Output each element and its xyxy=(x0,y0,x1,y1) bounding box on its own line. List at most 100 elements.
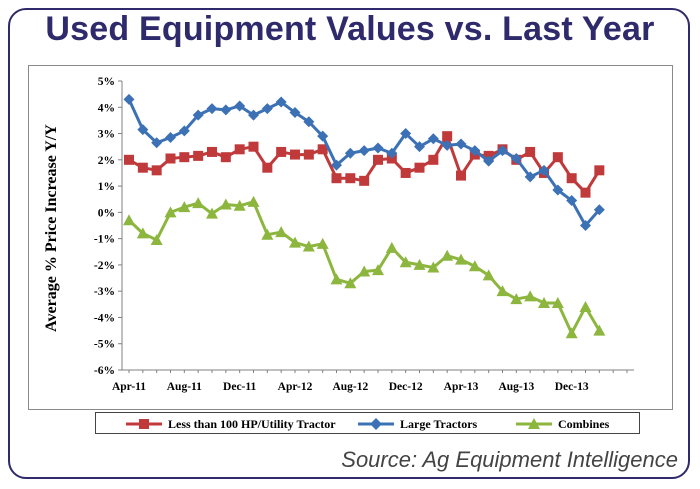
data-point-diamond xyxy=(261,103,273,115)
y-tick-label: 1% xyxy=(98,181,115,193)
data-point-diamond xyxy=(192,109,204,121)
data-point-square xyxy=(566,173,577,184)
data-point-diamond xyxy=(414,141,425,153)
y-tick-label: -5% xyxy=(94,339,115,351)
data-point-square xyxy=(442,131,453,142)
data-point-triangle xyxy=(233,199,246,211)
data-point-diamond xyxy=(248,109,259,121)
data-point-diamond xyxy=(455,138,467,150)
data-point-triangle xyxy=(455,253,467,265)
data-point-diamond xyxy=(552,184,564,196)
legend-swatch-combines xyxy=(516,418,552,429)
data-point-square xyxy=(373,154,383,165)
data-point-triangle xyxy=(289,236,301,248)
legend-label-small-tractor: Less than 100 HP/Utility Tractor xyxy=(168,416,336,431)
legend-swatch-large-tractors xyxy=(358,418,394,430)
data-point-diamond xyxy=(469,145,481,157)
data-point-triangle xyxy=(399,256,412,268)
legend-swatch-small-tractor xyxy=(126,419,162,429)
y-tick-label: 0% xyxy=(98,207,115,219)
data-point-triangle xyxy=(275,226,288,238)
data-point-diamond xyxy=(165,131,176,143)
data-point-triangle xyxy=(510,293,523,305)
figure-frame xyxy=(8,8,690,479)
chart-title: Used Equipment Values vs. Last Year xyxy=(45,10,655,48)
data-point-triangle xyxy=(219,198,232,210)
y-tick-label: 4% xyxy=(98,102,115,114)
data-point-square xyxy=(137,162,148,173)
data-point-triangle xyxy=(164,206,177,218)
data-point-diamond xyxy=(372,142,384,154)
data-point-square xyxy=(165,153,176,164)
y-tick-label: -2% xyxy=(94,260,115,272)
data-point-triangle xyxy=(551,297,564,309)
data-point-triangle xyxy=(441,249,454,261)
data-point-diamond xyxy=(317,130,329,142)
data-point-triangle xyxy=(482,269,495,281)
data-point-triangle xyxy=(316,237,329,249)
data-point-square xyxy=(359,175,370,186)
data-point-diamond xyxy=(538,164,550,176)
data-point-diamond xyxy=(580,220,591,231)
x-tick-label: Aug-13 xyxy=(498,381,534,393)
data-point-square xyxy=(428,154,439,165)
data-point-square xyxy=(456,170,466,181)
data-point-triangle xyxy=(302,240,315,252)
data-point-diamond xyxy=(441,139,453,151)
x-tick-label: Aug-12 xyxy=(332,381,368,393)
data-point-diamond xyxy=(331,159,342,171)
data-point-square xyxy=(179,152,190,163)
data-point-square xyxy=(207,146,217,157)
data-point-diamond xyxy=(497,145,508,157)
data-point-triangle xyxy=(150,233,163,245)
data-point-triangle xyxy=(358,265,371,277)
data-point-diamond xyxy=(510,153,522,165)
data-point-square xyxy=(220,152,231,163)
data-point-square xyxy=(414,162,425,173)
data-point-triangle xyxy=(593,324,606,336)
data-point-square xyxy=(594,165,605,176)
data-point-triangle xyxy=(247,195,260,207)
data-point-triangle xyxy=(413,258,426,270)
data-point-triangle xyxy=(565,327,578,339)
data-point-diamond xyxy=(483,155,495,167)
y-tick-label: 3% xyxy=(98,129,115,141)
data-point-diamond xyxy=(137,124,149,136)
data-point-diamond xyxy=(206,103,218,115)
data-point-square xyxy=(193,150,204,161)
data-point-diamond xyxy=(566,195,578,207)
data-point-diamond xyxy=(344,147,356,159)
data-point-diamond xyxy=(400,128,412,140)
data-point-square xyxy=(262,162,273,173)
data-point-triangle xyxy=(178,201,191,213)
x-tick-label: Apr-12 xyxy=(278,381,313,393)
data-point-diamond xyxy=(275,96,287,108)
data-point-triangle xyxy=(579,300,592,312)
data-point-square xyxy=(234,144,245,155)
data-point-triangle xyxy=(496,285,509,297)
y-tick-label: -4% xyxy=(94,312,115,324)
source-note: Source: Ag Equipment Intelligence xyxy=(341,447,678,472)
legend: Less than 100 HP/Utility Tractor Large T… xyxy=(95,412,640,434)
data-point-triangle xyxy=(206,207,218,219)
legend-item-small-tractor: Less than 100 HP/Utility Tractor xyxy=(126,416,336,432)
plot-area-border xyxy=(28,65,673,410)
data-point-triangle xyxy=(123,214,135,226)
data-point-diamond xyxy=(289,107,301,119)
data-point-triangle xyxy=(538,297,550,309)
data-point-square xyxy=(552,152,563,163)
data-point-triangle xyxy=(427,261,440,273)
data-point-square xyxy=(151,165,162,176)
data-point-triangle xyxy=(344,277,357,289)
y-tick-label: 5% xyxy=(98,76,115,88)
data-point-triangle xyxy=(261,228,274,240)
x-tick-label: Apr-11 xyxy=(112,381,146,393)
data-point-diamond xyxy=(151,137,163,149)
y-tick-label: -6% xyxy=(94,365,115,377)
data-point-square xyxy=(525,146,536,157)
data-point-diamond xyxy=(123,93,135,105)
data-point-square xyxy=(580,187,591,198)
data-point-diamond xyxy=(593,204,605,216)
data-point-diamond xyxy=(234,100,246,112)
